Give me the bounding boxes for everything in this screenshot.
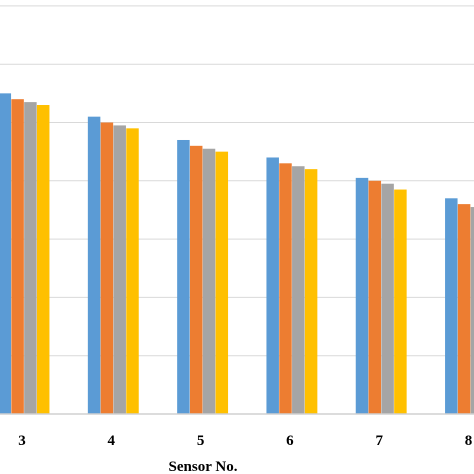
bar-sensor-7-series-1 — [355, 177, 369, 414]
bar-sensor-5-series-1 — [177, 139, 190, 415]
bar-sensor-4-series-4 — [126, 128, 139, 414]
bar-sensor-4-series-3 — [113, 125, 126, 414]
x-tick-label: 7 — [375, 433, 383, 449]
bar-sensor-3-series-2 — [11, 99, 24, 415]
bar-sensor-3-series-3 — [24, 102, 37, 414]
x-tick-label: 5 — [197, 433, 205, 449]
bar-sensor-4-series-1 — [87, 116, 101, 415]
bar-sensor-5-series-4 — [215, 151, 229, 414]
bar-sensor-6-series-2 — [279, 163, 292, 414]
bar-sensor-4-series-2 — [100, 122, 114, 414]
x-axis-title: Sensor No. — [169, 459, 238, 474]
bar-sensor-6-series-3 — [292, 166, 305, 414]
bar-sensor-6-series-4 — [304, 169, 318, 414]
bar-sensor-3-series-4 — [36, 105, 50, 414]
x-tick-label: 4 — [108, 433, 116, 449]
bar-sensor-5-series-3 — [202, 148, 216, 415]
bar-sensor-7-series-2 — [368, 180, 382, 414]
bar-sensor-7-series-4 — [394, 189, 407, 414]
x-tick-label: 6 — [286, 433, 294, 449]
x-tick-labels: 3 4 5 6 7 8 — [18, 433, 472, 449]
gridlines — [0, 5, 474, 357]
bar-sensor-5-series-2 — [189, 145, 203, 414]
bar-sensor-6-series-1 — [266, 157, 279, 415]
bar-sensor-8-series-1 — [445, 198, 458, 414]
bar-sensor-8-series-3 — [470, 207, 474, 414]
x-tick-label: 8 — [465, 433, 473, 449]
bar-sensor-7-series-3 — [381, 183, 394, 414]
bar-sensor-3-series-1 — [0, 93, 12, 414]
bar-sensor-8-series-2 — [457, 204, 471, 414]
x-tick-label: 3 — [18, 433, 26, 449]
bar-series — [0, 93, 474, 415]
